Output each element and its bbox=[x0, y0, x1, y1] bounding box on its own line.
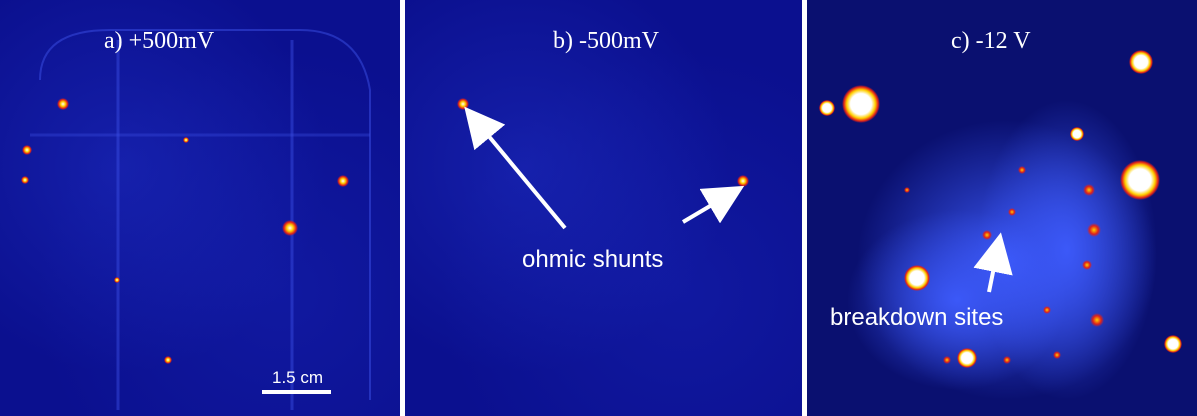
hotspot bbox=[1003, 356, 1011, 364]
panel-a-hotspots bbox=[21, 29, 371, 410]
panel-b-image: b) -500mV ohmic shunts bbox=[405, 0, 802, 416]
hotspot bbox=[1120, 160, 1160, 200]
hotspot bbox=[1083, 184, 1095, 196]
hotspot bbox=[1087, 223, 1101, 237]
hotspot bbox=[1129, 50, 1153, 74]
hotspot bbox=[337, 175, 349, 187]
hotspot bbox=[819, 100, 835, 116]
hotspot bbox=[282, 220, 298, 236]
hotspot bbox=[1008, 208, 1016, 216]
hotspot bbox=[957, 348, 977, 368]
hotspot bbox=[164, 356, 172, 364]
panel-c-image: c) -12 V breakdown sites bbox=[807, 0, 1197, 416]
panel-c-label: c) -12 V bbox=[951, 28, 1031, 54]
hotspot bbox=[1053, 351, 1061, 359]
hotspot bbox=[1070, 127, 1084, 141]
panel-a-label: a) +500mV bbox=[104, 28, 215, 54]
hotspot bbox=[943, 356, 951, 364]
panel-b-hotspots bbox=[457, 98, 749, 230]
panel-b-label: b) -500mV bbox=[553, 28, 659, 54]
hotspot bbox=[904, 265, 930, 291]
hotspot bbox=[842, 85, 880, 123]
hotspot bbox=[1018, 166, 1026, 174]
hotspot bbox=[982, 230, 992, 240]
breakdown-sites-annotation: breakdown sites bbox=[830, 304, 1004, 331]
hotspot bbox=[114, 277, 120, 283]
hotspot bbox=[1043, 306, 1051, 314]
hotspot bbox=[57, 98, 69, 110]
ohmic-shunts-annotation: ohmic shunts bbox=[522, 246, 664, 273]
hotspot bbox=[457, 98, 469, 110]
panel-c-hotspots bbox=[819, 50, 1182, 400]
scale-bar-label: 1.5 cm bbox=[272, 368, 324, 387]
annotation-arrow bbox=[973, 232, 1013, 293]
hotspot bbox=[904, 187, 910, 193]
hotspot bbox=[183, 137, 189, 143]
hotspot bbox=[737, 175, 749, 187]
hotspot bbox=[22, 145, 32, 155]
thermal-background bbox=[405, 0, 802, 416]
hotspot bbox=[1164, 335, 1182, 353]
scale-bar bbox=[262, 390, 331, 394]
hotspot bbox=[1090, 313, 1104, 327]
annotation-arrow bbox=[464, 106, 567, 230]
hotspot bbox=[21, 176, 29, 184]
thermal-background bbox=[0, 0, 400, 416]
panel-a-image: a) +500mV 1.5 cm bbox=[0, 0, 400, 416]
hotspot bbox=[1082, 260, 1092, 270]
annotation-arrow bbox=[681, 185, 745, 224]
